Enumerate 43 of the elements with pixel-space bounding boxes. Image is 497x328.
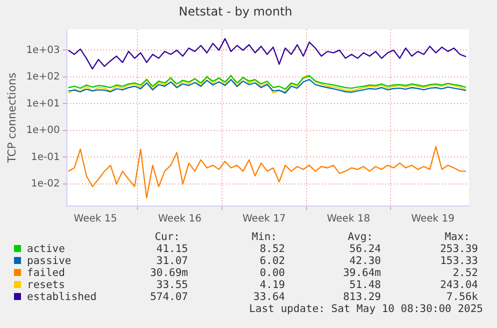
y-tick-label: 1e+03 (26, 44, 60, 56)
text: Cur: (154, 231, 180, 243)
x-tick-label: Week 18 (326, 214, 370, 225)
text: 31.07 (156, 255, 188, 267)
y-tick-label: 1e+00 (26, 125, 60, 136)
text: 813.29 (343, 291, 381, 303)
text: 51.48 (349, 279, 381, 291)
legend-label: failed (27, 267, 65, 279)
text: 42.30 (349, 255, 381, 267)
text: 574.07 (150, 291, 188, 303)
y-tick-label: 1e+01 (26, 98, 60, 110)
text: 41.15 (156, 243, 188, 255)
y-tick-label: 1e+02 (26, 72, 60, 83)
text: 0.00 (260, 267, 285, 279)
text: 253.39 (440, 243, 478, 255)
text: 33.55 (156, 279, 188, 291)
text: Last update: Sat May 10 08:30:00 2025 (249, 303, 483, 315)
x-tick-label: Week 17 (242, 214, 286, 225)
y-tick-label: 1e-01 (30, 152, 60, 163)
text: 153.33 (440, 255, 478, 267)
text: 30.69m (150, 267, 188, 279)
x-tick-label: Week 19 (411, 214, 455, 225)
text: Min: (252, 231, 277, 243)
text: 56.24 (349, 243, 381, 255)
text: Avg: (348, 231, 373, 243)
x-tick-label: Week 15 (74, 214, 118, 225)
text: 39.64m (343, 267, 381, 279)
legend-label: passive (27, 255, 72, 267)
legend-label: active (27, 243, 65, 255)
y-axis-title: TCP connections (5, 72, 18, 164)
text: 6.02 (260, 255, 285, 267)
text: 8.52 (260, 243, 285, 255)
text: 4.19 (260, 279, 285, 291)
text: 2.52 (452, 267, 478, 279)
text: Max: (444, 231, 470, 243)
x-tick-label: Week 16 (158, 214, 202, 225)
legend-label: resets (27, 279, 65, 291)
legend-label: established (27, 291, 97, 303)
text: 243.04 (440, 279, 478, 291)
text: 33.64 (253, 291, 285, 303)
chart-title: Netstat - by month (178, 4, 292, 18)
y-tick-label: 1e-02 (30, 178, 60, 190)
text: 7.56k (446, 291, 478, 303)
